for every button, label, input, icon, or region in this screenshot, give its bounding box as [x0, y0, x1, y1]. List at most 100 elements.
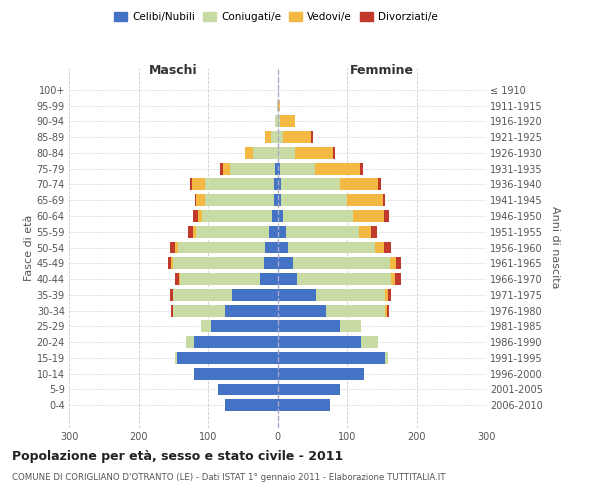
Bar [175, 273, 179, 285]
Bar [220, 162, 223, 174]
Bar [277, 147, 295, 159]
Bar [245, 147, 253, 159]
Bar [293, 258, 390, 269]
Bar [288, 242, 375, 254]
Bar [316, 289, 385, 300]
Bar [198, 210, 202, 222]
Text: Popolazione per età, sesso e stato civile - 2011: Popolazione per età, sesso e stato civil… [12, 450, 343, 463]
Bar [333, 147, 335, 159]
Bar [277, 116, 280, 127]
Bar [277, 226, 286, 237]
Bar [226, 400, 277, 411]
Bar [297, 273, 391, 285]
Bar [326, 304, 385, 316]
Bar [277, 210, 283, 222]
Bar [286, 226, 359, 237]
Bar [340, 178, 378, 190]
Bar [277, 194, 281, 206]
Bar [226, 304, 277, 316]
Bar [277, 368, 364, 380]
Bar [384, 242, 391, 254]
Bar [295, 147, 333, 159]
Bar [315, 162, 360, 174]
Bar [388, 289, 391, 300]
Bar [277, 178, 281, 190]
Bar [193, 210, 198, 222]
Text: COMUNE DI CORIGLIANO D'OTRANTO (LE) - Dati ISTAT 1° gennaio 2011 - Elaborazione : COMUNE DI CORIGLIANO D'OTRANTO (LE) - Da… [12, 472, 445, 482]
Bar [170, 242, 175, 254]
Bar [218, 384, 277, 396]
Bar [188, 226, 193, 237]
Bar [196, 226, 269, 237]
Bar [277, 304, 326, 316]
Bar [180, 273, 260, 285]
Bar [175, 352, 177, 364]
Bar [211, 320, 277, 332]
Bar [178, 242, 265, 254]
Bar [272, 210, 277, 222]
Bar [275, 162, 277, 174]
Bar [274, 194, 277, 206]
Bar [277, 400, 329, 411]
Bar [232, 289, 277, 300]
Bar [390, 258, 395, 269]
Y-axis label: Fasce di età: Fasce di età [23, 214, 34, 280]
Bar [359, 226, 371, 237]
Bar [277, 258, 293, 269]
Bar [283, 210, 353, 222]
Bar [190, 178, 192, 190]
Bar [171, 258, 173, 269]
Bar [281, 178, 340, 190]
Bar [173, 304, 226, 316]
Bar [360, 162, 363, 174]
Bar [384, 210, 389, 222]
Bar [311, 131, 313, 143]
Bar [277, 273, 297, 285]
Bar [281, 194, 347, 206]
Text: Maschi: Maschi [149, 64, 197, 77]
Bar [194, 368, 277, 380]
Bar [378, 178, 381, 190]
Y-axis label: Anni di nascita: Anni di nascita [550, 206, 560, 289]
Bar [277, 131, 283, 143]
Legend: Celibi/Nubili, Coniugati/e, Vedovi/e, Divorziati/e: Celibi/Nubili, Coniugati/e, Vedovi/e, Di… [110, 8, 442, 26]
Bar [340, 320, 361, 332]
Bar [385, 289, 388, 300]
Bar [383, 194, 385, 206]
Bar [277, 242, 288, 254]
Bar [347, 194, 383, 206]
Bar [177, 352, 277, 364]
Bar [361, 336, 378, 348]
Bar [173, 258, 263, 269]
Bar [202, 210, 272, 222]
Bar [274, 178, 277, 190]
Bar [277, 289, 316, 300]
Bar [186, 336, 194, 348]
Bar [371, 226, 377, 237]
Bar [175, 242, 178, 254]
Bar [171, 304, 173, 316]
Bar [205, 178, 274, 190]
Bar [205, 194, 274, 206]
Bar [277, 384, 340, 396]
Bar [375, 242, 384, 254]
Bar [277, 162, 280, 174]
Bar [277, 352, 385, 364]
Bar [353, 210, 384, 222]
Bar [179, 273, 180, 285]
Bar [385, 352, 388, 364]
Bar [388, 304, 389, 316]
Bar [269, 226, 277, 237]
Bar [196, 194, 205, 206]
Bar [253, 147, 277, 159]
Bar [263, 258, 277, 269]
Bar [385, 304, 388, 316]
Bar [395, 273, 401, 285]
Bar [170, 289, 173, 300]
Text: Femmine: Femmine [350, 64, 414, 77]
Bar [395, 258, 401, 269]
Bar [201, 320, 211, 332]
Bar [280, 116, 295, 127]
Bar [265, 242, 277, 254]
Bar [277, 100, 280, 112]
